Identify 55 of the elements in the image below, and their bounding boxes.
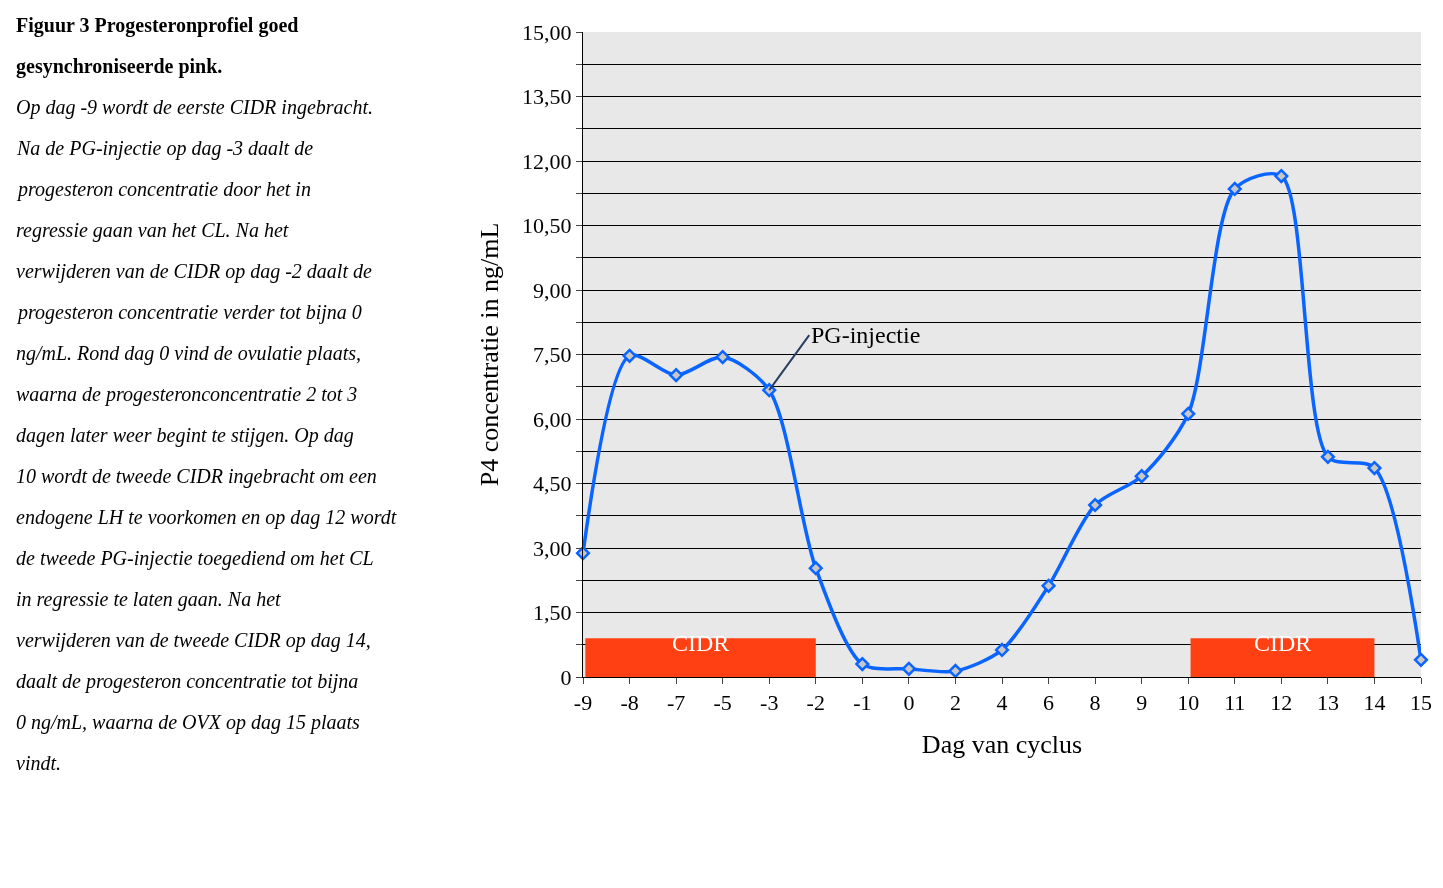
point: [994, 642, 1010, 658]
y-tick-label: 6,00: [533, 406, 572, 432]
point: [1274, 168, 1289, 184]
y-tick-label: 0: [560, 664, 572, 690]
point: [622, 348, 637, 363]
x-tick-label: -2: [806, 690, 825, 716]
point: [855, 657, 870, 672]
point: [669, 368, 684, 383]
y-axis-title: P4 concentratie in ng/mL: [475, 222, 505, 487]
x-tick-label: 12: [1270, 690, 1293, 716]
point: [901, 661, 916, 676]
x-tick-label: 8: [1089, 690, 1101, 716]
y-tick-label: 7,50: [533, 342, 572, 368]
y-tick-label: 10,50: [522, 213, 572, 239]
x-tick-label: 11: [1224, 690, 1246, 716]
x-tick-label: -3: [760, 690, 779, 716]
y-tick-label: 3,00: [533, 535, 572, 561]
x-tick-label: 9: [1136, 690, 1148, 716]
x-axis-title: Dag van cyclus: [921, 730, 1083, 760]
text: Op dag -9 wordt de eerste CIDR ingebracht. Na de PG-injectie op dag -3 daalt de progesteron concentratie door het in regressie gaan van het CL. Na het verwijderen van de CIDR op dag -2 daalt de progesteron concentratie verder tot bijna 0 ng/mL. Rond dag 0 vind de ovulatie plaats, waarna de progesteronconcentratie 2 tot 3 dagen later weer begint te stijgen. Op dag 10 wordt de tweede CIDR ingebracht om een endogene LH te voorkomen en op dag 12 wordt de tweede PG-injectie toegediend om het CL in regressie te laten gaan. Na het verwijderen van de tweede CIDR op dag 14, daalt de progesteron concentratie tot bijna 0 ng/mL, waarna de OVX op dag 15 plaats vindt.: [16, 96, 397, 774]
annotation: PG-injectie: [811, 322, 921, 348]
point: [1227, 181, 1242, 197]
x-tick-label: 13: [1316, 690, 1339, 716]
y-tick-label: 9,00: [533, 277, 572, 303]
point: [1134, 469, 1149, 484]
band-label: CIDR: [1254, 630, 1312, 656]
x-tick-label: 15: [1410, 690, 1432, 716]
x-tick-label: -1: [853, 690, 872, 716]
x-tick-label: 6: [1043, 690, 1055, 716]
point: [808, 561, 823, 576]
x-tick-label: 0: [903, 690, 915, 716]
x-tick-label: -8: [620, 690, 639, 716]
point: [1088, 497, 1103, 513]
point: [1413, 652, 1429, 667]
x-tick-label: 4: [996, 690, 1008, 716]
point: [715, 349, 730, 365]
y-tick-label: 12,00: [522, 148, 572, 174]
y-tick-label: 13,50: [522, 84, 572, 110]
x-tick-label: -5: [713, 690, 732, 716]
y-tick-label: 4,50: [533, 471, 572, 497]
point: [575, 546, 591, 561]
band-label: CIDR: [672, 630, 730, 656]
point: [1181, 406, 1196, 421]
x-tick-label: 10: [1177, 690, 1200, 716]
point: [1367, 460, 1382, 476]
x-tick-label: 14: [1363, 690, 1386, 716]
text: Figuur 3 Progesteronprofiel goed gesynchroniseerde pink.: [16, 14, 299, 78]
point: [1320, 449, 1335, 464]
point: [948, 663, 963, 679]
x-tick-label: -9: [573, 690, 593, 716]
y-tick-label: 1,50: [533, 600, 572, 626]
point: [1041, 578, 1056, 593]
y-tick-label: 15,00: [522, 19, 572, 45]
x-tick-label: -7: [666, 690, 686, 716]
x-tick-label: 2: [949, 690, 961, 716]
